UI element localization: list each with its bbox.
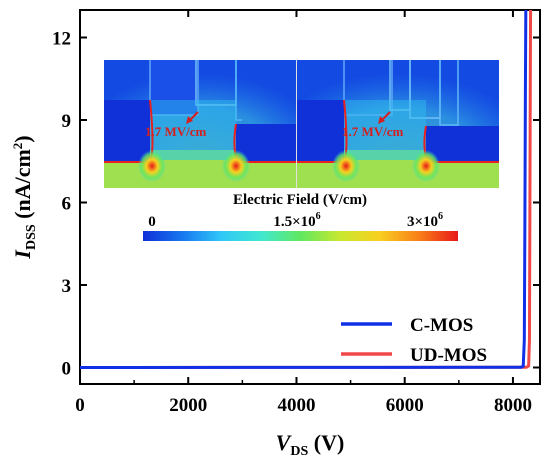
y-tick-label: 9	[62, 111, 72, 132]
inset-panel-left	[104, 60, 296, 188]
colorbar	[143, 231, 458, 241]
y-axis-label-unit-pre: (nA/cm	[10, 149, 35, 224]
x-axis-label: VDS (V)	[276, 430, 345, 459]
annotation-left: 1.7 MV/cm	[145, 124, 207, 139]
x-tick-label: 8000	[494, 395, 532, 416]
legend-label-ud-mos: UD-MOS	[410, 345, 487, 366]
series-line-ud-mos	[79, 9, 533, 369]
y-tick-label: 6	[62, 194, 72, 215]
y-tick-label: 0	[62, 359, 72, 380]
legend: C-MOS UD-MOS	[341, 315, 487, 366]
colorbar-label-max: 3×106	[407, 211, 443, 230]
colorbar-label-max-exp: 6	[438, 211, 443, 222]
colorbar-label-max-base: 3×10	[407, 214, 438, 230]
colorbar-label-mid-exp: 6	[316, 211, 321, 222]
x-tick-label: 6000	[386, 395, 424, 416]
annotation-arrowhead-right	[378, 116, 385, 124]
y-axis-label: IDSS (nA/cm2)	[10, 135, 39, 259]
x-axis-label-unit: (V)	[308, 430, 344, 455]
colorbar-label-mid-base: 1.5×10	[273, 214, 315, 230]
y-tick-label: 3	[62, 276, 72, 297]
y-axis-label-unit-sup: 2	[10, 143, 25, 150]
y-tick-label: 12	[52, 29, 71, 50]
inset-panel-right	[297, 60, 499, 188]
series-line-c-mos	[79, 9, 528, 369]
x-axis-label-main: V	[276, 430, 293, 455]
series-layer	[79, 9, 533, 369]
colorbar-label-min: 0	[148, 214, 156, 230]
plot-frame	[79, 9, 541, 385]
annotation-arrowhead-left	[186, 116, 193, 124]
annotation-right: 1.7 MV/cm	[342, 124, 404, 139]
colorbar-title: Electric Field (V/cm)	[233, 192, 367, 208]
x-tick-label: 0	[75, 395, 85, 416]
inset-field-image: 1.7 MV/cm 1.7 MV/cm	[104, 60, 499, 188]
x-axis-label-sub: DS	[290, 444, 308, 459]
y-axis-label-unit-post: )	[10, 135, 35, 142]
x-tick-label: 2000	[169, 395, 207, 416]
x-axis-ticks: 0 2000 4000 6000 8000	[75, 10, 532, 416]
legend-label-c-mos: C-MOS	[410, 315, 473, 336]
colorbar-label-mid: 1.5×106	[273, 211, 320, 230]
y-axis-label-main: I	[10, 249, 35, 260]
y-axis-label-sub: DSS	[24, 224, 39, 250]
x-tick-label: 4000	[277, 395, 315, 416]
y-axis-ticks: 0 3 6 9 12	[52, 29, 540, 380]
